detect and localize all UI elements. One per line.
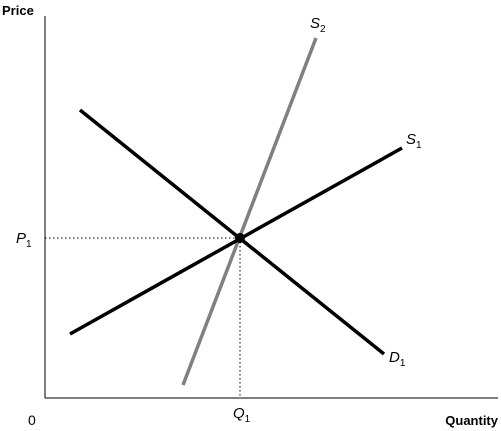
y-axis-title: Price (2, 3, 34, 18)
q1-label: Q1 (233, 405, 251, 425)
s1-label: S1 (406, 131, 422, 151)
supply-curve-s2 (181, 37, 318, 386)
origin-label: 0 (28, 412, 36, 428)
x-axis-title: Quantity (445, 413, 498, 428)
equilibrium-point (235, 233, 245, 243)
p1-label: P1 (16, 230, 32, 250)
demand-curve-d1 (78, 108, 386, 356)
s2-label: S2 (310, 15, 326, 35)
d1-label: D1 (389, 349, 406, 369)
